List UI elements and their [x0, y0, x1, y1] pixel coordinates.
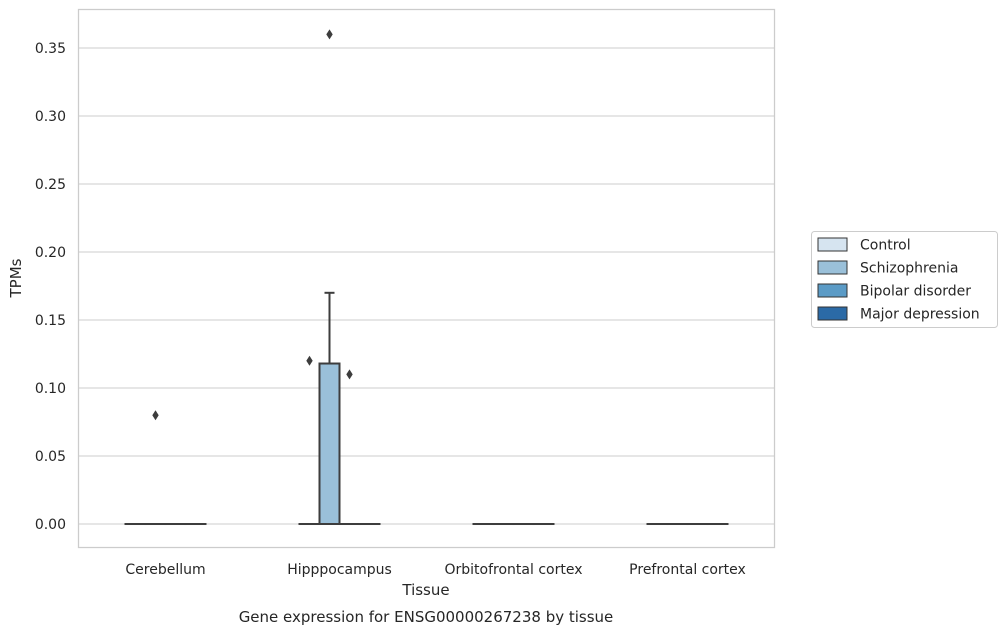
x-axis-title: Tissue [401, 581, 449, 599]
outlier-point [346, 369, 353, 380]
x-tick-labels: Cerebellum Hipppocampus Orbitofrontal cort… [125, 562, 745, 578]
outlier-point [306, 355, 313, 366]
y-tick-label: 0.00 [35, 517, 66, 533]
legend-swatch [817, 260, 848, 275]
legend-label: Control [860, 238, 911, 254]
x-tick-label: Orbitofrontal cortex [445, 562, 583, 578]
y-tick-label: 0.30 [35, 109, 66, 125]
y-tick-label: 0.15 [35, 313, 66, 329]
outlier-point [326, 29, 333, 40]
x-tick-label: Hipppocampus [287, 562, 392, 578]
legend-frame [811, 231, 998, 328]
outlier-point [152, 410, 159, 421]
legend-label: Major depression [860, 307, 980, 323]
box-schizophrenia [318, 29, 341, 525]
legend-swatch [817, 306, 848, 321]
grid-lines [78, 47, 775, 525]
plot-area-frame [77, 8, 776, 549]
y-tick-label: 0.10 [35, 381, 66, 397]
legend: Control Schizophrenia Bipolar disorder Majo… [811, 231, 998, 328]
box-bipolar-disorder [338, 369, 361, 526]
chart-caption: Gene expression for ENSG00000267238 by t… [239, 608, 614, 626]
legend-swatch [817, 283, 848, 298]
y-tick-label: 0.35 [35, 41, 66, 57]
y-tick-label: 0.05 [35, 449, 66, 465]
x-tick-label: Cerebellum [125, 562, 205, 578]
legend-label: Bipolar disorder [860, 284, 971, 300]
y-tick-label: 0.20 [35, 245, 66, 261]
box-body [318, 362, 341, 525]
x-tick-label: Prefrontal cortex [629, 562, 746, 578]
legend-label: Schizophrenia [860, 261, 958, 277]
box-layer [124, 29, 729, 526]
box-schizophrenia [144, 410, 167, 526]
y-tick-labels: 0.00 0.05 0.10 0.15 0.20 0.25 0.30 0.35 [35, 41, 66, 533]
y-axis-title: TPMs [7, 258, 25, 298]
legend-swatch [817, 237, 848, 252]
y-tick-label: 0.25 [35, 177, 66, 193]
